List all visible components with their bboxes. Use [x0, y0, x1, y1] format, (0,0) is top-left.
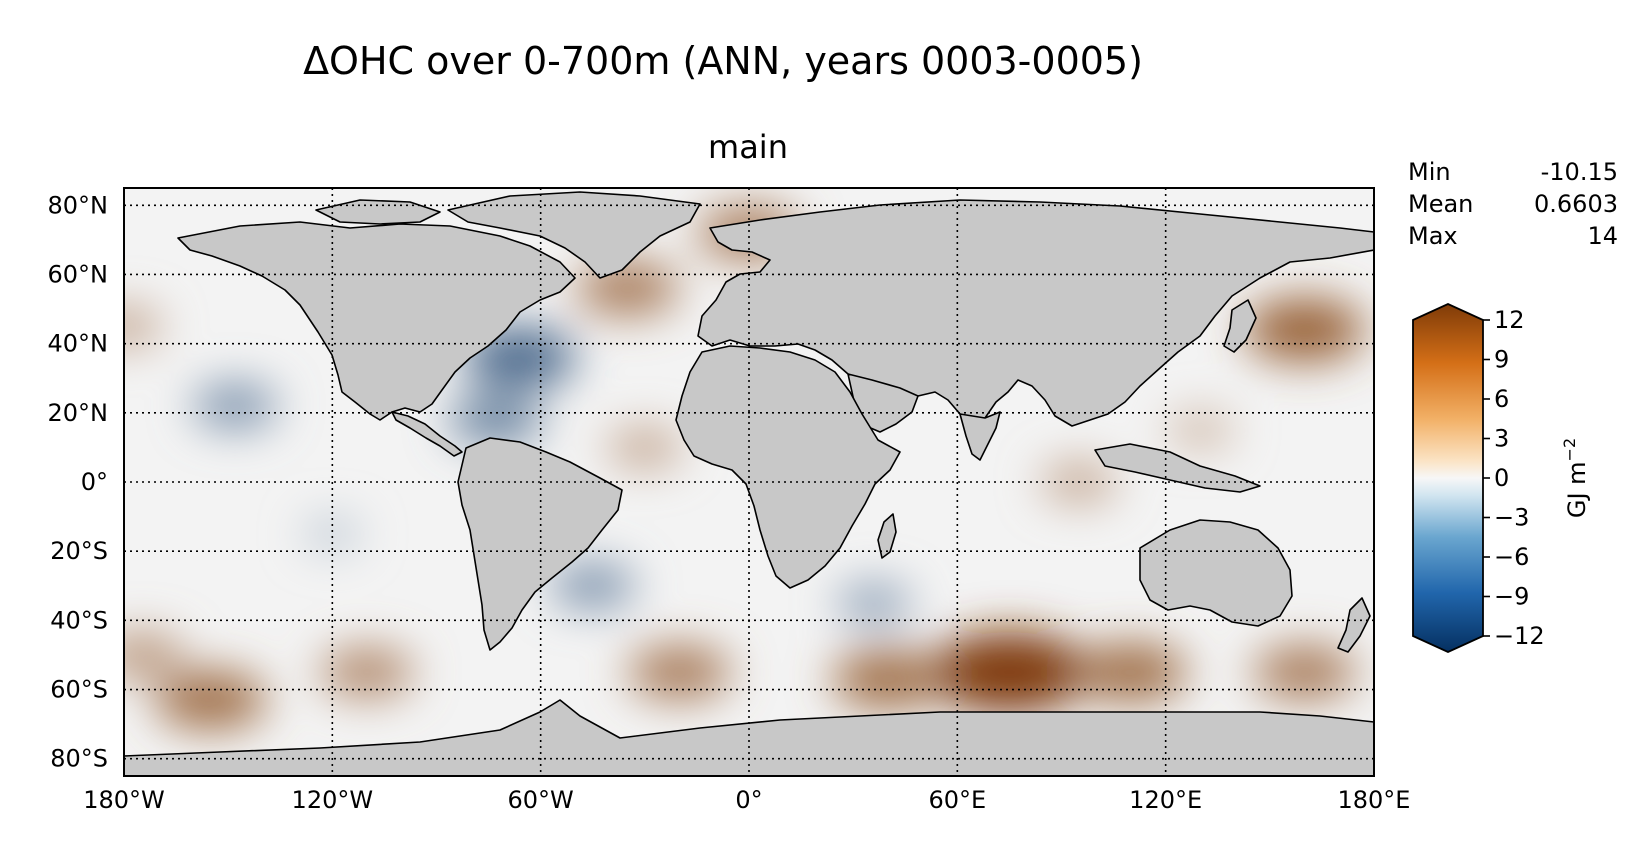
colorbar-tick-label: 3: [1494, 425, 1509, 453]
stat-min-value: -10.15: [1541, 158, 1618, 186]
longitude-label: 0°: [735, 786, 762, 814]
colorbar-unit-exponent: −2: [1560, 438, 1579, 462]
latitude-label: 60°S: [50, 676, 108, 704]
colorbar-ticks: −12 −9 −6 −3 0 3 6 9 12: [1483, 306, 1545, 650]
anomaly-blob: [550, 562, 636, 609]
colorbar-tick-label: 12: [1494, 306, 1525, 334]
colorbar-tick-label: −3: [1494, 504, 1529, 532]
stat-min-label: Min: [1408, 158, 1451, 186]
stats-block: Min -10.15 Mean 0.6603 Max 14: [1408, 158, 1618, 250]
graticule: [124, 188, 1374, 776]
longitude-labels: 180°W 120°W 60°W 0° 60°E 120°E 180°E: [83, 786, 1410, 814]
land-antarctica: [124, 699, 1374, 776]
anomaly-blob: [628, 644, 732, 700]
land-japan: [1223, 299, 1257, 353]
anomaly-blob: [1166, 411, 1234, 449]
latitude-label: 80°N: [48, 191, 109, 219]
anomaly-blob: [1074, 642, 1187, 702]
figure-title: ΔOHC over 0-700m (ANN, years 0003-0005): [303, 39, 1143, 83]
colorbar-unit: GJ m: [1563, 461, 1591, 518]
longitude-label: 180°W: [83, 786, 165, 814]
land-africa: [675, 345, 901, 589]
land-india: [959, 411, 1001, 461]
stat-mean-value: 0.6603: [1534, 190, 1618, 218]
map-subtitle: main: [708, 128, 788, 166]
anomaly-blob: [303, 517, 362, 551]
colorbar-tick-label: 9: [1494, 346, 1509, 374]
land-central-america: [391, 411, 463, 457]
colorbar-tick-label: −9: [1494, 583, 1529, 611]
colorbar: −12 −9 −6 −3 0 3 6 9 12 GJ m−2: [1412, 303, 1591, 653]
latitude-label: 80°S: [50, 745, 108, 773]
longitude-label: 180°E: [1338, 786, 1411, 814]
colorbar-tick-label: −6: [1494, 543, 1529, 571]
map-frame: [123, 187, 1375, 777]
colorbar-tick-label: −12: [1494, 622, 1545, 650]
latitude-labels: 80°N 60°N 40°N 20°N 0° 20°S 40°S 60°S 80°S: [48, 191, 109, 772]
latitude-label: 60°N: [48, 260, 109, 288]
map-panel: [124, 188, 1374, 776]
anomaly-blob: [606, 426, 683, 469]
land-madagascar: [877, 513, 897, 559]
land-southeast-asia-islands: [1094, 443, 1261, 493]
anomaly-blob: [930, 631, 1088, 713]
latitude-label: 40°N: [48, 330, 109, 358]
anomaly-blob: [320, 647, 415, 698]
anomaly-blob: [1253, 644, 1357, 700]
latitude-label: 0°: [81, 468, 108, 496]
land-greenland: [447, 191, 701, 279]
anomaly-blob: [154, 670, 267, 730]
stat-max-label: Max: [1408, 222, 1458, 250]
colorbar-body: [1412, 303, 1484, 653]
stat-max-value: 14: [1587, 222, 1618, 250]
latitude-label: 40°S: [50, 606, 108, 634]
anomaly-blob: [124, 631, 184, 678]
land-australia: [1139, 519, 1293, 627]
longitude-label: 120°W: [292, 786, 374, 814]
anomaly-blob: [836, 582, 912, 624]
latitude-label: 20°S: [50, 537, 108, 565]
land-eurasia: [697, 199, 1374, 429]
colorbar-tick-label: 6: [1494, 385, 1509, 413]
anomaly-blob: [831, 649, 944, 709]
latitude-label: 20°N: [48, 399, 109, 427]
land-new-zealand: [1337, 597, 1371, 653]
longitude-label: 120°E: [1129, 786, 1202, 814]
anomaly-blob: [192, 382, 278, 429]
anomaly-blob: [1244, 298, 1366, 362]
longitude-label: 60°E: [928, 786, 986, 814]
anomaly-blob: [448, 394, 543, 445]
colorbar-label: GJ m−2: [1560, 438, 1591, 518]
anomaly-blob: [124, 305, 162, 348]
land-north-america: [177, 221, 576, 421]
colorbar-tick-label: 0: [1494, 464, 1509, 492]
longitude-label: 60°W: [508, 786, 574, 814]
stat-mean-label: Mean: [1408, 190, 1473, 218]
